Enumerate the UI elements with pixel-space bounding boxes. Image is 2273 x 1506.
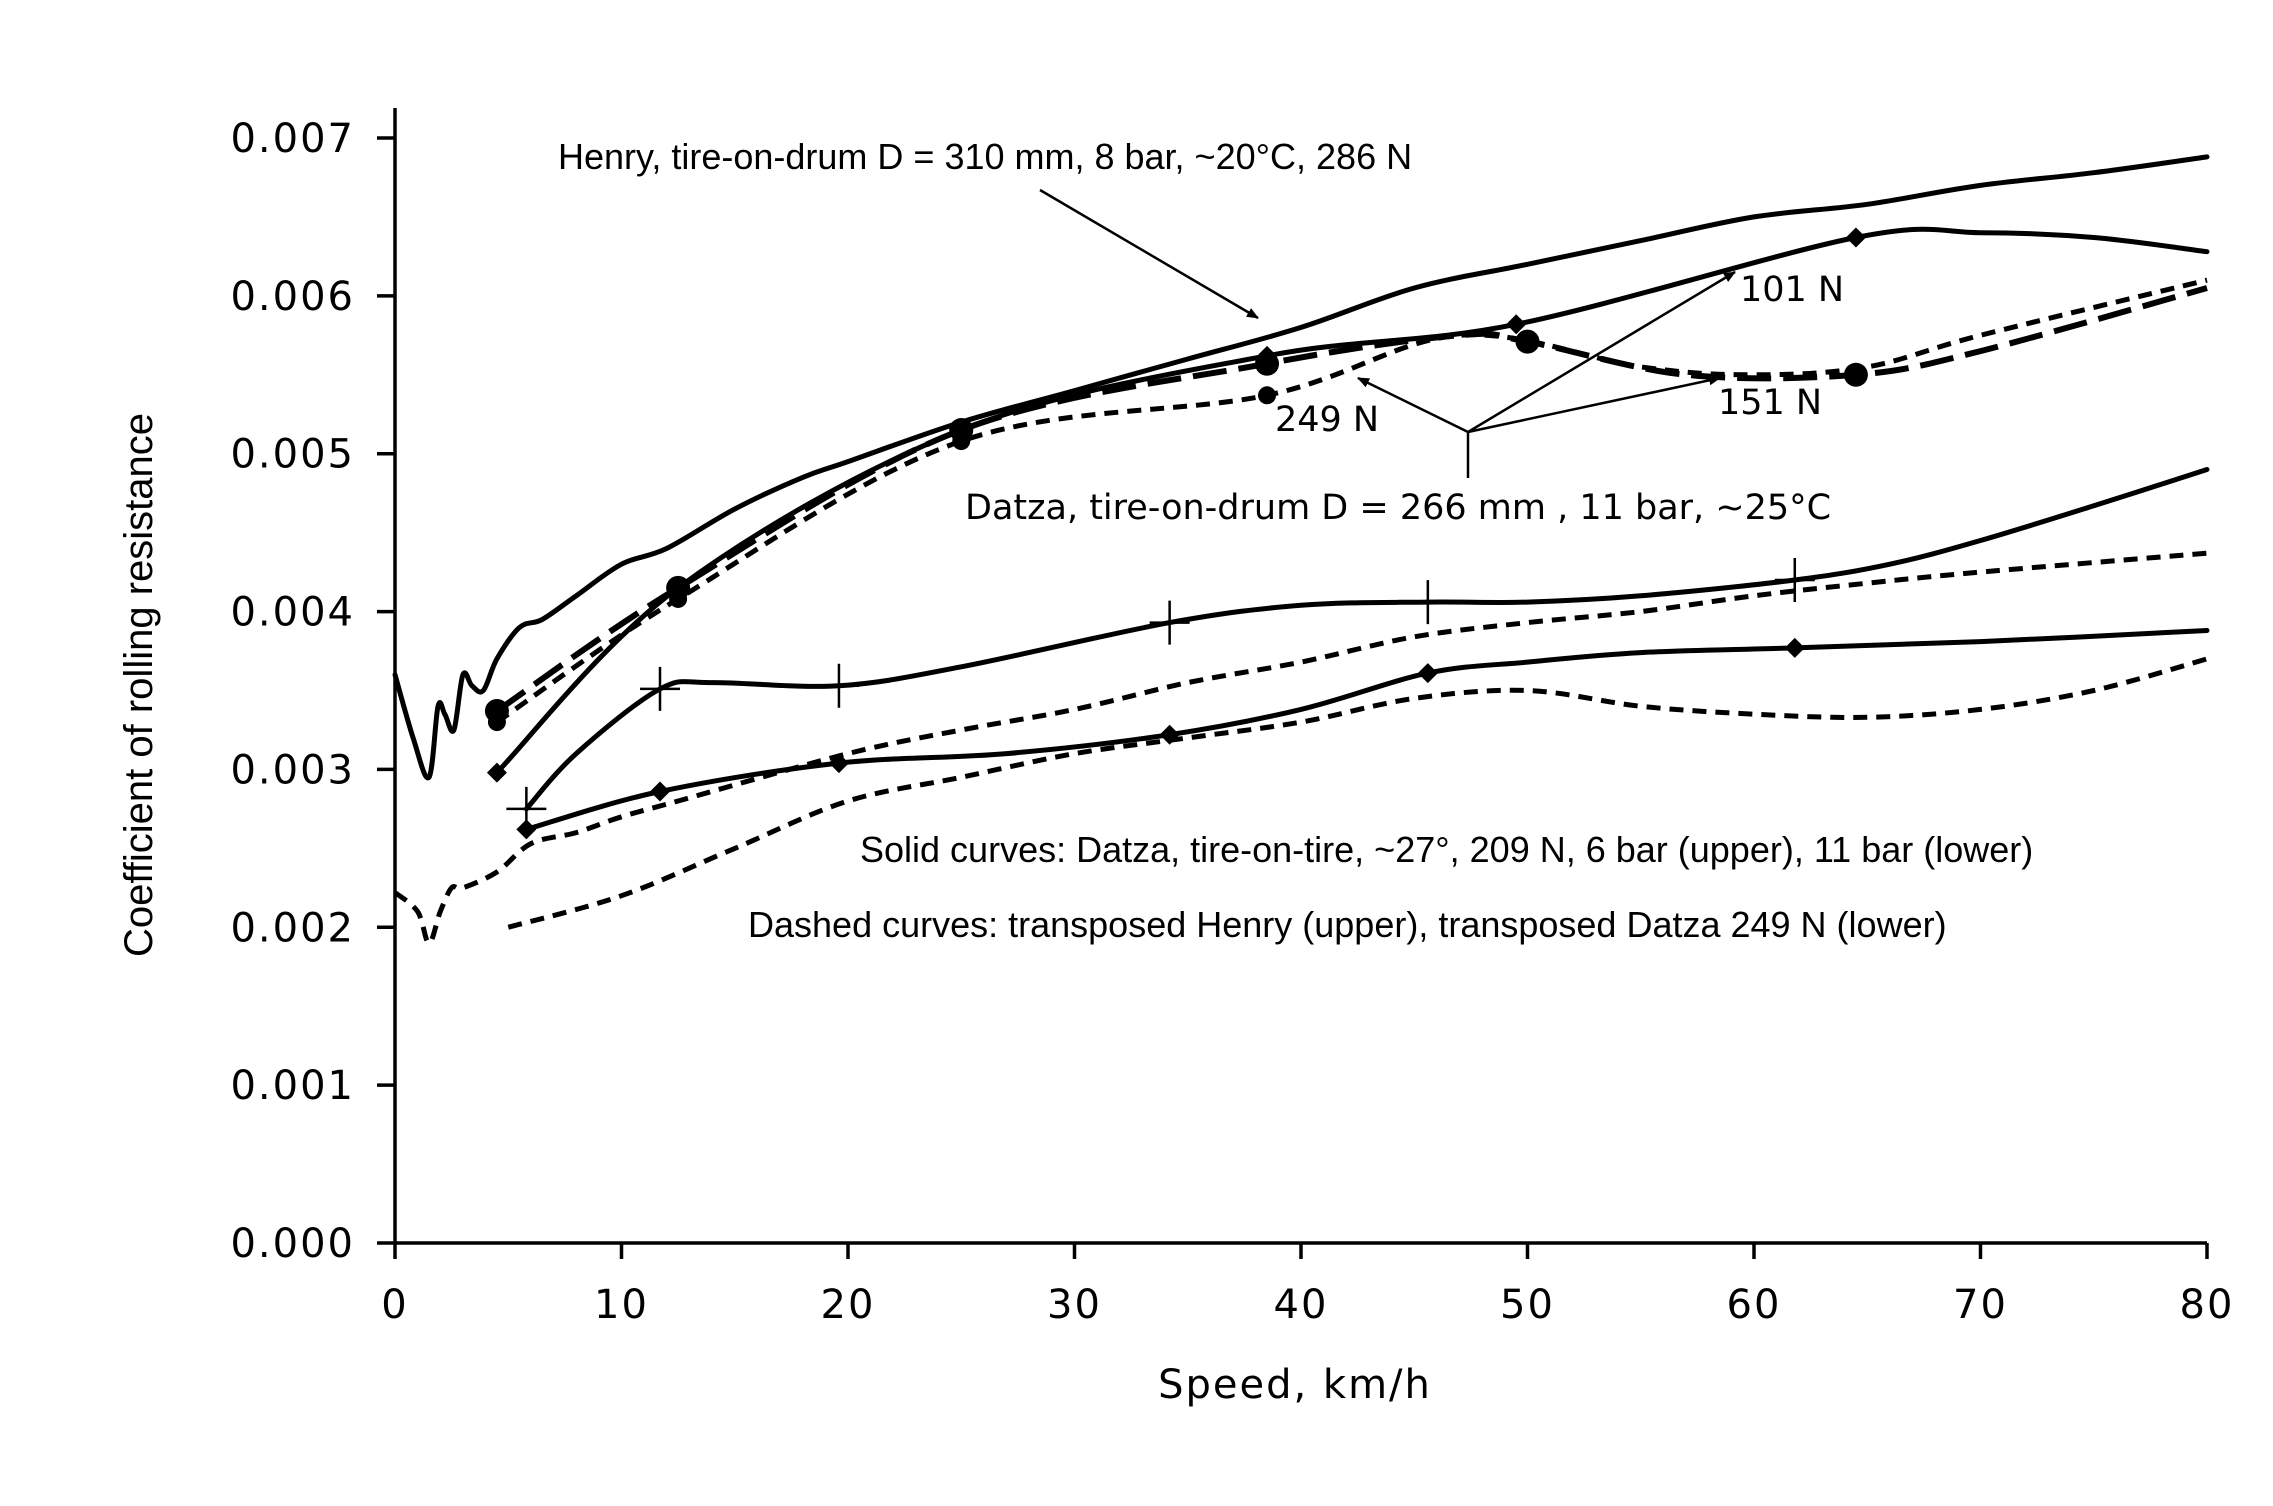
x-tick-label: 40 bbox=[1274, 1282, 1329, 1328]
data-point-plus bbox=[640, 666, 681, 711]
annotation-151n: 151 N bbox=[1718, 383, 1822, 423]
y-tick-label: 0.001 bbox=[230, 1063, 355, 1109]
x-axis-title: Speed, km/h bbox=[1158, 1362, 1432, 1408]
series-8 bbox=[507, 656, 2208, 930]
y-tick-label: 0.003 bbox=[230, 747, 355, 793]
data-point-plus bbox=[1407, 580, 1448, 625]
arrow-151n bbox=[1467, 375, 1721, 434]
x-tick-label: 10 bbox=[594, 1282, 649, 1328]
arrow-249n bbox=[1357, 376, 1469, 434]
annotation-datza-drum: Datza, tire-on-drum D = 266 mm , 11 bar,… bbox=[965, 488, 1831, 528]
x-tick-label: 60 bbox=[1727, 1282, 1782, 1328]
data-point-diamond bbox=[1506, 314, 1527, 335]
y-tick-label: 0.004 bbox=[230, 590, 355, 636]
data-point-diamond bbox=[516, 819, 537, 840]
series-layer bbox=[392, 154, 2210, 946]
y-tick-label: 0.000 bbox=[230, 1221, 355, 1267]
series-6-line bbox=[523, 628, 2210, 832]
henry-arrow bbox=[1039, 188, 1259, 320]
annotation-dashed-curves: Dashed curves: transposed Henry (upper),… bbox=[748, 904, 1947, 945]
series-7-line bbox=[393, 550, 2208, 946]
annotation-solid-curves: Solid curves: Datza, tire-on-tire, ~27°,… bbox=[860, 829, 2033, 870]
series-5-line bbox=[523, 467, 2210, 812]
series-8-line bbox=[507, 656, 2208, 930]
data-point-diamond bbox=[1417, 663, 1438, 684]
series-7 bbox=[393, 550, 2208, 946]
arrow-101n bbox=[1467, 270, 1736, 434]
series-3-line bbox=[495, 285, 2208, 714]
data-point-diamond bbox=[486, 762, 507, 783]
y-tick-label: 0.006 bbox=[230, 274, 355, 320]
y-tick-label: 0.002 bbox=[230, 905, 355, 951]
data-point-circle bbox=[952, 432, 971, 451]
y-tick-label: 0.007 bbox=[230, 116, 355, 162]
annotation-249n: 249 N bbox=[1275, 400, 1379, 440]
data-point-circle bbox=[669, 589, 688, 608]
annotations: Henry, tire-on-drum D = 310 mm, 8 bar, ~… bbox=[558, 136, 2033, 945]
series-4-line bbox=[495, 277, 2208, 725]
data-point-diamond bbox=[1784, 637, 1805, 658]
data-point-diamond bbox=[650, 781, 671, 802]
data-point-circle bbox=[1258, 386, 1277, 405]
annotation-henry: Henry, tire-on-drum D = 310 mm, 8 bar, ~… bbox=[558, 136, 1412, 177]
data-point-circle bbox=[487, 713, 506, 732]
data-point-circle bbox=[1515, 329, 1540, 354]
series-1 bbox=[392, 154, 2210, 781]
annotation-101n: 101 N bbox=[1740, 270, 1844, 310]
data-point-plus bbox=[1774, 558, 1815, 602]
x-tick-label: 80 bbox=[2180, 1282, 2235, 1328]
y-axis-title: Coefficient of rolling resistance bbox=[117, 413, 161, 957]
data-point-plus bbox=[1149, 600, 1190, 645]
y-tick-label: 0.005 bbox=[230, 432, 355, 478]
series-4 bbox=[487, 277, 2208, 732]
data-point-circle bbox=[1255, 351, 1280, 376]
series-1-line bbox=[392, 154, 2210, 781]
x-tick-label: 50 bbox=[1500, 1282, 1555, 1328]
x-tick-label: 70 bbox=[1953, 1282, 2008, 1328]
x-tick-label: 0 bbox=[381, 1282, 408, 1328]
series-5 bbox=[506, 467, 2210, 831]
annotation-arrows bbox=[1039, 188, 1736, 478]
data-point-plus bbox=[818, 663, 859, 708]
data-point-diamond bbox=[1845, 227, 1866, 248]
series-6 bbox=[516, 628, 2210, 840]
x-tick-label: 30 bbox=[1047, 1282, 1102, 1328]
axes-layer: 0 10 20 30 40 50 60 70 80 0.000 0.001 0.002 0.003 0.0… bbox=[230, 108, 2235, 1328]
x-tick-label: 20 bbox=[821, 1282, 876, 1328]
